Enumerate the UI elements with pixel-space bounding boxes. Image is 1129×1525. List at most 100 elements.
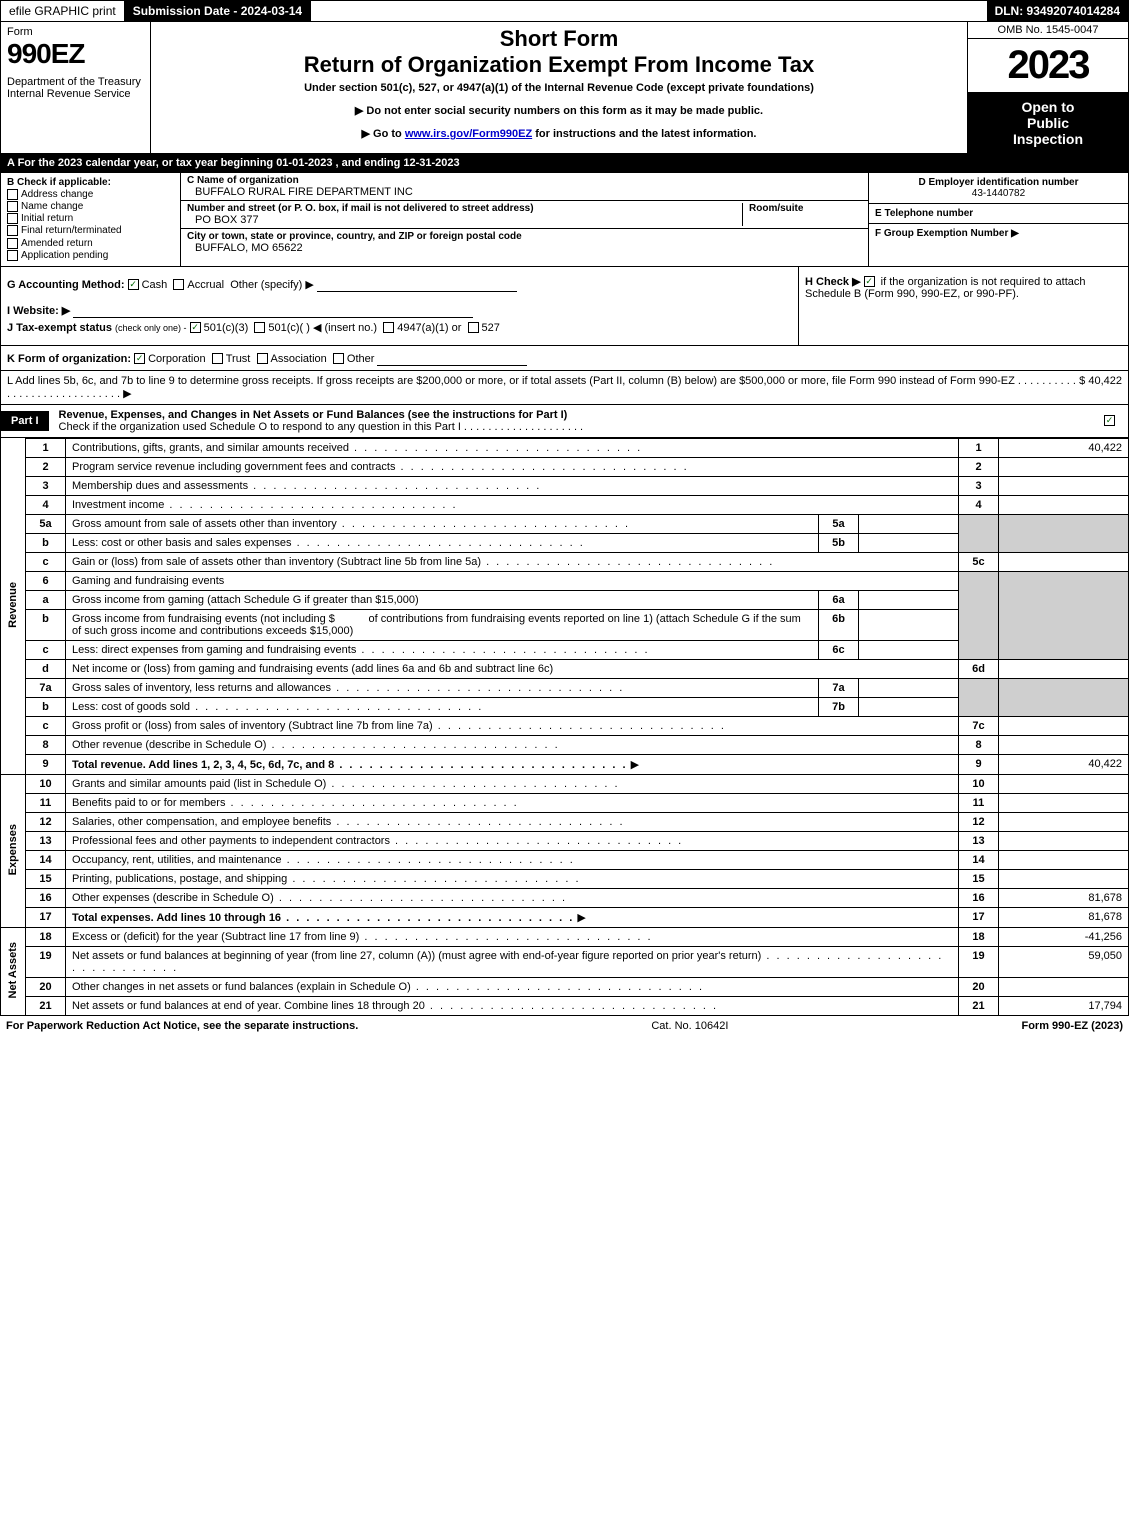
side-expenses: Expenses bbox=[1, 774, 26, 927]
chk-501c[interactable] bbox=[254, 322, 265, 333]
chk-other-org[interactable] bbox=[333, 353, 344, 364]
g-other-input[interactable] bbox=[317, 279, 517, 292]
goto-line: ▶ Go to www.irs.gov/Form990EZ for instru… bbox=[159, 127, 959, 140]
f-group: F Group Exemption Number ▶ bbox=[869, 224, 1128, 243]
subval-5a bbox=[859, 514, 959, 533]
chk-4947[interactable] bbox=[383, 322, 394, 333]
desc-19: Net assets or fund balances at beginning… bbox=[72, 950, 943, 974]
table-row: 6 Gaming and fundraising events bbox=[1, 571, 1129, 590]
table-row: 2 Program service revenue including gove… bbox=[1, 457, 1129, 476]
j-tax-exempt: J Tax-exempt status (check only one) - 5… bbox=[7, 321, 792, 334]
dln: DLN: 93492074014284 bbox=[987, 1, 1128, 21]
k-corp: Corporation bbox=[148, 353, 205, 365]
ln-9: 9 bbox=[26, 754, 66, 774]
chk-accrual[interactable] bbox=[173, 279, 184, 290]
j-4947: 4947(a)(1) or bbox=[397, 322, 461, 334]
section-ghij: G Accounting Method: Cash Accrual Other … bbox=[0, 267, 1129, 346]
desc-13: Professional fees and other payments to … bbox=[72, 835, 683, 847]
chk-501c3[interactable] bbox=[190, 322, 201, 333]
inspect-3: Inspection bbox=[972, 131, 1124, 147]
g-accounting: G Accounting Method: Cash Accrual Other … bbox=[7, 278, 792, 292]
footer-left: For Paperwork Reduction Act Notice, see … bbox=[6, 1020, 358, 1032]
under-section: Under section 501(c), 527, or 4947(a)(1)… bbox=[159, 82, 959, 94]
j-501c3: 501(c)(3) bbox=[204, 322, 249, 334]
table-row: 15 Printing, publications, postage, and … bbox=[1, 869, 1129, 888]
ln-19: 19 bbox=[26, 946, 66, 977]
chk-app-pending[interactable]: Application pending bbox=[7, 250, 174, 261]
i-website-input[interactable] bbox=[73, 305, 473, 318]
footer-right: Form 990-EZ (2023) bbox=[1021, 1020, 1123, 1032]
amt-2 bbox=[999, 457, 1129, 476]
ssn-warning: ▶ Do not enter social security numbers o… bbox=[159, 104, 959, 117]
chk-assoc[interactable] bbox=[257, 353, 268, 364]
key-6d: 6d bbox=[959, 659, 999, 678]
d-ein: D Employer identification number 43-1440… bbox=[869, 173, 1128, 204]
desc-7b: Less: cost of goods sold bbox=[72, 701, 483, 713]
c-street-label: Number and street (or P. O. box, if mail… bbox=[187, 203, 534, 214]
subval-6c bbox=[859, 640, 959, 659]
chk-corp[interactable] bbox=[134, 353, 145, 364]
table-row: 13 Professional fees and other payments … bbox=[1, 831, 1129, 850]
sublbl-7a: 7a bbox=[819, 678, 859, 697]
k-label: K Form of organization: bbox=[7, 353, 131, 365]
l-amount: $ 40,422 bbox=[1079, 375, 1122, 400]
desc-20: Other changes in net assets or fund bala… bbox=[72, 981, 704, 993]
k-other-input[interactable] bbox=[377, 350, 527, 366]
h-section: H Check ▶ if the organization is not req… bbox=[798, 267, 1128, 345]
chk-final-return[interactable]: Final return/terminated bbox=[7, 225, 174, 236]
sublbl-6c: 6c bbox=[819, 640, 859, 659]
page-footer: For Paperwork Reduction Act Notice, see … bbox=[0, 1016, 1129, 1036]
shade-6 bbox=[959, 571, 999, 659]
part1-check-o[interactable] bbox=[1104, 415, 1128, 427]
row-a-tax-year: A For the 2023 calendar year, or tax yea… bbox=[0, 154, 1129, 173]
section-bcdef: B Check if applicable: Address change Na… bbox=[0, 173, 1129, 267]
d-label: D Employer identification number bbox=[875, 177, 1122, 188]
amt-15 bbox=[999, 869, 1129, 888]
form-word: Form bbox=[7, 26, 144, 38]
irs-link[interactable]: www.irs.gov/Form990EZ bbox=[405, 128, 532, 140]
chk-cash[interactable] bbox=[128, 279, 139, 290]
header-center: Short Form Return of Organization Exempt… bbox=[151, 22, 968, 153]
shade-6b bbox=[999, 571, 1129, 659]
k-trust: Trust bbox=[226, 353, 251, 365]
c-name-label: C Name of organization bbox=[187, 175, 405, 186]
part1-header: Part I Revenue, Expenses, and Changes in… bbox=[0, 405, 1129, 438]
chk-527[interactable] bbox=[468, 322, 479, 333]
chk-amended[interactable]: Amended return bbox=[7, 238, 174, 249]
amt-20 bbox=[999, 977, 1129, 996]
key-20: 20 bbox=[959, 977, 999, 996]
ln-11: 11 bbox=[26, 793, 66, 812]
key-21: 21 bbox=[959, 996, 999, 1015]
desc-1: Contributions, gifts, grants, and simila… bbox=[72, 442, 642, 454]
table-row: c Gain or (loss) from sale of assets oth… bbox=[1, 552, 1129, 571]
ln-12: 12 bbox=[26, 812, 66, 831]
desc-9: Total revenue. Add lines 1, 2, 3, 4, 5c,… bbox=[72, 759, 628, 771]
j-527: 527 bbox=[482, 322, 500, 334]
short-form-title: Short Form bbox=[159, 26, 959, 52]
side-netassets: Net Assets bbox=[1, 927, 26, 1015]
desc-16: Other expenses (describe in Schedule O) bbox=[72, 892, 567, 904]
header-left: Form 990EZ Department of the Treasury In… bbox=[1, 22, 151, 153]
chk-initial-return[interactable]: Initial return bbox=[7, 213, 174, 224]
table-row: Revenue 1 Contributions, gifts, grants, … bbox=[1, 438, 1129, 457]
table-row: 16 Other expenses (describe in Schedule … bbox=[1, 888, 1129, 907]
ln-17: 17 bbox=[26, 907, 66, 927]
chk-address-change[interactable]: Address change bbox=[7, 189, 174, 200]
table-row: 14 Occupancy, rent, utilities, and maint… bbox=[1, 850, 1129, 869]
ln-16: 16 bbox=[26, 888, 66, 907]
key-17: 17 bbox=[959, 907, 999, 927]
e-label: E Telephone number bbox=[875, 208, 1122, 219]
chk-h[interactable] bbox=[864, 276, 875, 287]
shade-5b bbox=[999, 514, 1129, 552]
table-row: 3 Membership dues and assessments 3 bbox=[1, 476, 1129, 495]
shade-7b bbox=[999, 678, 1129, 716]
c-street-row: Number and street (or P. O. box, if mail… bbox=[181, 201, 868, 229]
desc-6a: Gross income from gaming (attach Schedul… bbox=[66, 590, 819, 609]
desc-11: Benefits paid to or for members bbox=[72, 797, 519, 809]
key-19: 19 bbox=[959, 946, 999, 977]
table-row: 19 Net assets or fund balances at beginn… bbox=[1, 946, 1129, 977]
chk-trust[interactable] bbox=[212, 353, 223, 364]
table-row: Expenses 10 Grants and similar amounts p… bbox=[1, 774, 1129, 793]
chk-name-change[interactable]: Name change bbox=[7, 201, 174, 212]
sublbl-7b: 7b bbox=[819, 697, 859, 716]
